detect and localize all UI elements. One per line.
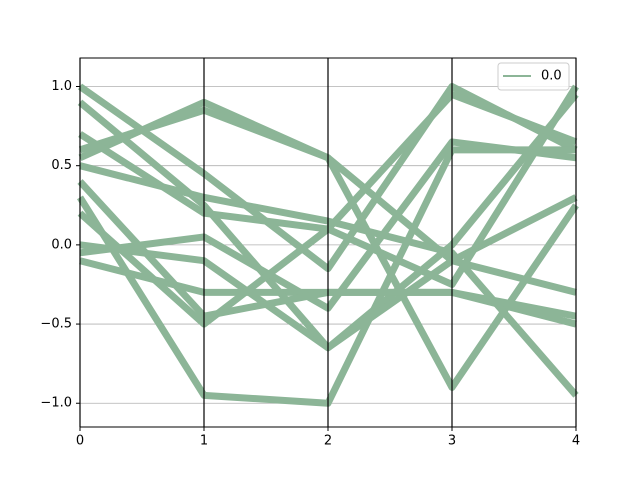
x-tick-label: 3 <box>448 434 456 449</box>
legend: 0.0 <box>497 62 570 91</box>
x-tick-label: 4 <box>572 434 580 449</box>
y-tick-label: 0.0 <box>51 237 72 252</box>
y-tick-label: 1.0 <box>51 79 72 94</box>
x-tick-label: 1 <box>200 434 208 449</box>
legend-label: 0.0 <box>541 69 562 84</box>
x-tick-label: 0 <box>76 434 84 449</box>
legend-box <box>497 62 570 91</box>
y-tick-label: −1.0 <box>40 396 72 411</box>
plot-frame <box>79 57 577 428</box>
y-tick-label: 0.5 <box>51 158 72 173</box>
x-tick-label: 2 <box>324 434 332 449</box>
y-tick-label: −0.5 <box>40 317 72 332</box>
